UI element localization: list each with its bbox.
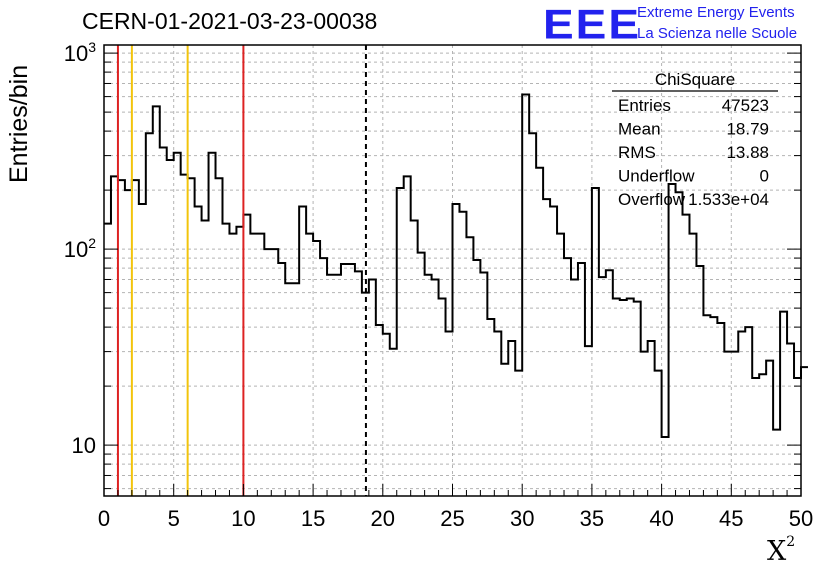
x-tick-label: 10 [231,506,255,531]
stats-row-label: Overflow [618,190,686,209]
stats-box: ChiSquare Entries 47523 Mean 18.79 RMS 13.88 Un… [612,70,778,209]
stats-row-value: 1.533e+04 [688,190,769,209]
stats-row-value: 47523 [722,96,769,115]
logo-line-1: Extreme Energy Events [637,4,795,21]
chart-title: CERN-01-2021-03-23-00038 [82,8,378,34]
x-axis-label-sup: 2 [786,534,796,550]
reference-lines [116,45,367,496]
stats-row-label: Mean [618,120,661,139]
stats-row-value: 13.88 [726,143,769,162]
y-tick-label: 102 [64,235,96,262]
stats-row-label: RMS [618,143,656,162]
x-tick-label: 15 [301,506,325,531]
y-tick-label: 103 [64,39,96,66]
histogram-series [104,93,808,438]
x-axis-label: X2 [767,534,796,567]
x-axis-label-text: X [767,536,787,567]
x-tick-label: 40 [649,506,673,531]
stats-row-label: Underflow [618,167,695,186]
stats-row-label: Entries [618,96,671,115]
histogram-line [104,93,808,438]
x-tick-label: 35 [580,506,604,531]
stats-row-value: 0 [760,167,769,186]
x-tick-label: 25 [440,506,464,531]
y-axis-label: Entries/bin [5,64,33,183]
x-tick-label: 20 [371,506,395,531]
x-tick-label: 50 [789,506,813,531]
axes: 0 5 10 15 20 25 30 35 40 45 50 10 102 103 [64,39,814,531]
logo-line-2: La Scienza nelle Scuole [637,25,798,42]
stats-row-value: 18.79 [726,120,769,139]
stats-box-title: ChiSquare [655,70,735,89]
y-tick-label: 10 [72,433,96,458]
x-tick-label: 45 [719,506,743,531]
x-tick-label: 30 [510,506,534,531]
x-tick-label: 5 [168,506,180,531]
x-tick-label: 0 [98,506,110,531]
eee-logo: EEE [543,0,642,48]
